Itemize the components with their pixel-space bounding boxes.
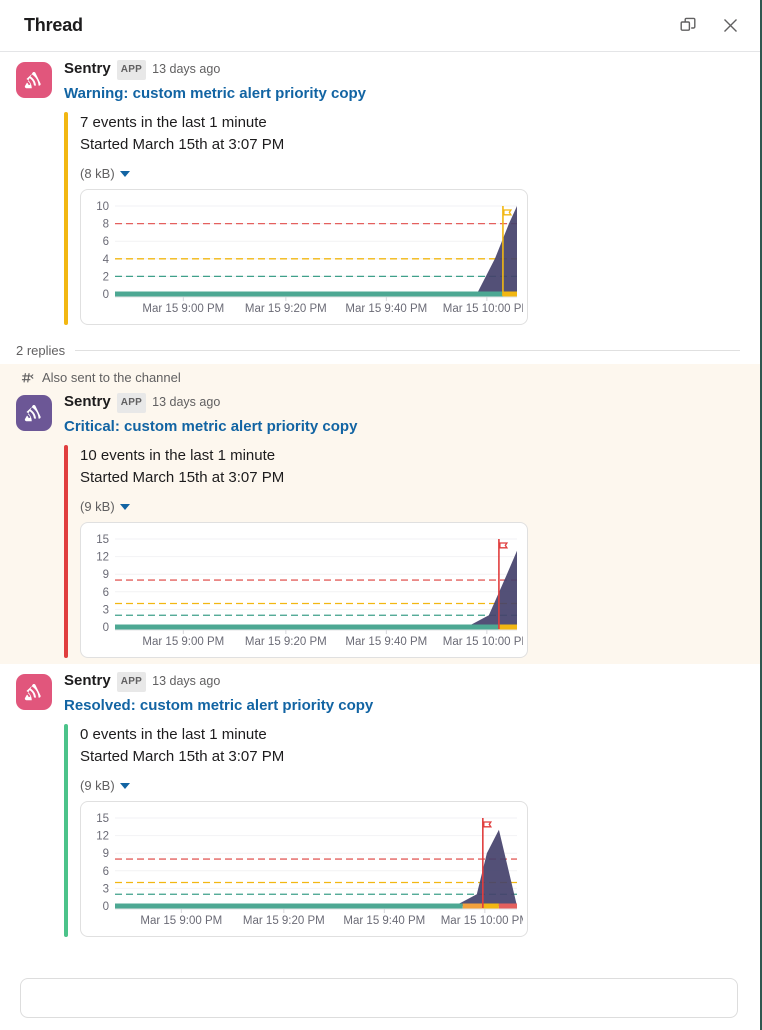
attachment-color-bar (64, 724, 68, 937)
events-count-text: 7 events in the last 1 minute (80, 114, 267, 131)
svg-text:6: 6 (103, 587, 109, 599)
attachment-color-bar (64, 112, 68, 325)
divider-line (75, 350, 740, 351)
svg-text:3: 3 (103, 883, 109, 895)
message-item: Sentry APP 13 days ago Critical: custom … (0, 385, 760, 664)
replies-count: 2 replies (16, 343, 66, 358)
svg-text:12: 12 (96, 831, 109, 843)
message-list: Sentry APP 13 days ago Warning: custom m… (0, 52, 760, 943)
svg-text:Mar 15 9:40 PM: Mar 15 9:40 PM (343, 915, 425, 927)
filesize-toggle[interactable]: (8 kB) (80, 166, 740, 181)
filesize-label: (9 kB) (80, 778, 115, 793)
svg-text:Mar 15 10:00 PM: Mar 15 10:00 PM (443, 303, 523, 315)
events-area-chart: 0 3 6 9 12 15 Mar 15 9:00 PM Mar 15 9:20 PM Mar … (96, 534, 523, 648)
message-item: Sentry APP 13 days ago Resolved: custom … (0, 664, 760, 943)
attachment-color-bar (64, 445, 68, 658)
message-meta: Sentry APP 13 days ago (64, 60, 740, 81)
message-timestamp[interactable]: 13 days ago (152, 395, 221, 409)
svg-text:0: 0 (103, 289, 109, 301)
message-timestamp[interactable]: 13 days ago (152, 674, 221, 688)
app-badge: APP (116, 60, 147, 80)
svg-text:Mar 15 9:20 PM: Mar 15 9:20 PM (245, 636, 327, 648)
app-badge: APP (116, 672, 147, 692)
also-sent-to-channel: Also sent to the channel (0, 364, 760, 385)
svg-text:6: 6 (103, 866, 109, 878)
close-icon[interactable] (716, 12, 744, 40)
svg-text:Mar 15 9:00 PM: Mar 15 9:00 PM (142, 303, 224, 315)
alert-title-link[interactable]: Resolved: custom metric alert priority c… (64, 697, 374, 714)
svg-text:6: 6 (103, 236, 109, 248)
events-area-chart: 0 3 6 9 12 15 Mar 15 9:00 PM Mar 15 9:20 PM Mar … (96, 813, 523, 927)
message-input[interactable] (20, 978, 738, 1018)
svg-text:Mar 15 9:20 PM: Mar 15 9:20 PM (243, 915, 325, 927)
chevron-down-icon[interactable] (119, 170, 130, 177)
message-author[interactable]: Sentry (64, 672, 111, 689)
svg-text:9: 9 (103, 848, 109, 860)
started-at-text: Started March 15th at 3:07 PM (80, 748, 285, 765)
message-meta: Sentry APP 13 days ago (64, 672, 740, 693)
message-meta: Sentry APP 13 days ago (64, 393, 740, 414)
svg-text:Mar 15 10:00 PM: Mar 15 10:00 PM (441, 915, 523, 927)
svg-text:9: 9 (103, 569, 109, 581)
message-group: Also sent to the channel Sentry APP 13 d… (0, 364, 760, 664)
sentry-avatar[interactable] (16, 62, 52, 98)
message-group: Sentry APP 13 days ago Resolved: custom … (0, 664, 760, 943)
app-badge: APP (116, 393, 147, 413)
events-area-chart: 0 2 4 6 8 10 Mar 15 9:00 PM Mar 15 9:20 PM Mar 1… (96, 201, 523, 315)
message-item: Sentry APP 13 days ago Warning: custom m… (0, 52, 760, 331)
sentry-avatar[interactable] (16, 674, 52, 710)
message-author[interactable]: Sentry (64, 393, 111, 410)
channel-share-icon (20, 371, 34, 385)
alert-attachment: 0 events in the last 1 minute Started Ma… (64, 724, 740, 937)
message-group: Sentry APP 13 days ago Warning: custom m… (0, 52, 760, 331)
svg-text:Mar 15 9:00 PM: Mar 15 9:00 PM (142, 636, 224, 648)
chart-attachment[interactable]: 0 3 6 9 12 15 Mar 15 9:00 PM Mar 15 9:20 PM Mar … (80, 801, 528, 937)
svg-text:3: 3 (103, 604, 109, 616)
svg-text:Mar 15 9:40 PM: Mar 15 9:40 PM (345, 303, 427, 315)
svg-text:15: 15 (96, 534, 109, 546)
svg-text:8: 8 (103, 219, 109, 231)
chevron-down-icon[interactable] (119, 782, 130, 789)
svg-text:15: 15 (96, 813, 109, 825)
svg-text:Mar 15 9:20 PM: Mar 15 9:20 PM (245, 303, 327, 315)
alert-title-link[interactable]: Warning: custom metric alert priority co… (64, 85, 366, 102)
alert-title-link[interactable]: Critical: custom metric alert priority c… (64, 418, 358, 435)
events-count-text: 10 events in the last 1 minute (80, 447, 276, 464)
filesize-toggle[interactable]: (9 kB) (80, 499, 740, 514)
filesize-label: (9 kB) (80, 499, 115, 514)
page-title: Thread (24, 15, 83, 35)
svg-text:4: 4 (103, 254, 110, 266)
started-at-text: Started March 15th at 3:07 PM (80, 469, 285, 486)
alert-attachment: 7 events in the last 1 minute Started Ma… (64, 112, 740, 325)
composer-area (0, 968, 758, 1030)
started-at-text: Started March 15th at 3:07 PM (80, 136, 285, 153)
chevron-down-icon[interactable] (119, 503, 130, 510)
svg-text:0: 0 (103, 901, 109, 913)
chart-attachment[interactable]: 0 2 4 6 8 10 Mar 15 9:00 PM Mar 15 9:20 PM Mar 1… (80, 189, 528, 325)
message-author[interactable]: Sentry (64, 60, 111, 77)
open-in-new-window-icon[interactable] (674, 12, 702, 40)
replies-divider: 2 replies (0, 343, 760, 358)
filesize-toggle[interactable]: (9 kB) (80, 778, 740, 793)
alert-attachment: 10 events in the last 1 minute Started M… (64, 445, 740, 658)
svg-text:Mar 15 9:40 PM: Mar 15 9:40 PM (345, 636, 427, 648)
svg-text:Mar 15 10:00 PM: Mar 15 10:00 PM (443, 636, 523, 648)
also-sent-label: Also sent to the channel (42, 370, 181, 385)
header-actions (674, 12, 744, 40)
thread-header: Thread (0, 0, 760, 52)
events-count-text: 0 events in the last 1 minute (80, 726, 267, 743)
filesize-label: (8 kB) (80, 166, 115, 181)
svg-text:10: 10 (96, 201, 109, 213)
svg-text:2: 2 (103, 271, 109, 283)
svg-text:0: 0 (103, 622, 109, 634)
svg-text:12: 12 (96, 552, 109, 564)
sentry-avatar[interactable] (16, 395, 52, 431)
message-timestamp[interactable]: 13 days ago (152, 62, 221, 76)
svg-text:Mar 15 9:00 PM: Mar 15 9:00 PM (140, 915, 222, 927)
chart-attachment[interactable]: 0 3 6 9 12 15 Mar 15 9:00 PM Mar 15 9:20 PM Mar … (80, 522, 528, 658)
